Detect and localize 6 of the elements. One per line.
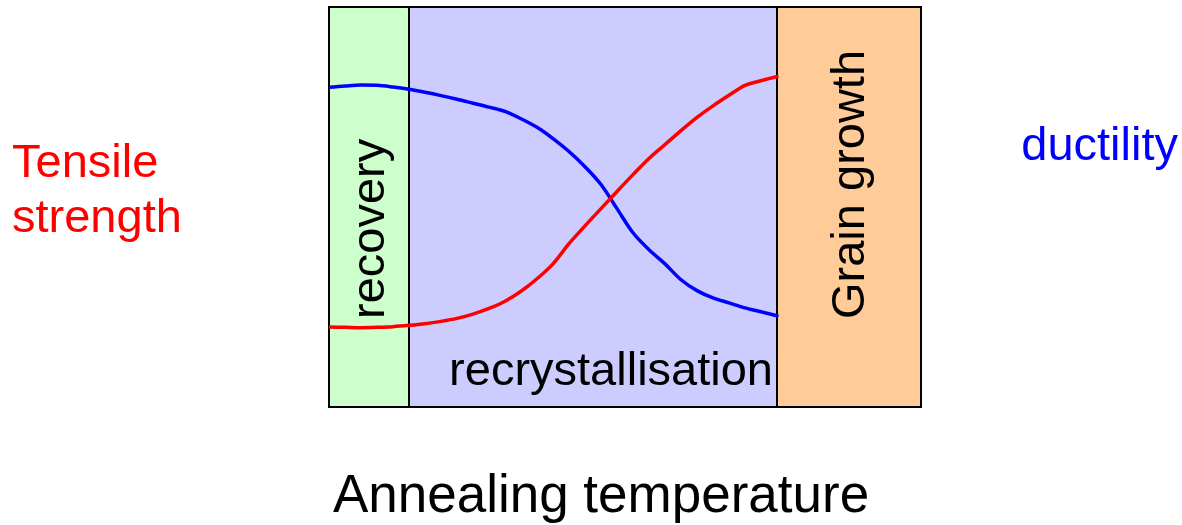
text: Tensile strength	[12, 134, 182, 242]
annotation: Grain growth	[821, 49, 874, 319]
annotation: recrystallisation	[449, 342, 773, 395]
annotation: recovery	[341, 138, 394, 319]
text: ductility	[1021, 117, 1179, 170]
x-axis-title: Annealing temperature	[332, 464, 870, 523]
